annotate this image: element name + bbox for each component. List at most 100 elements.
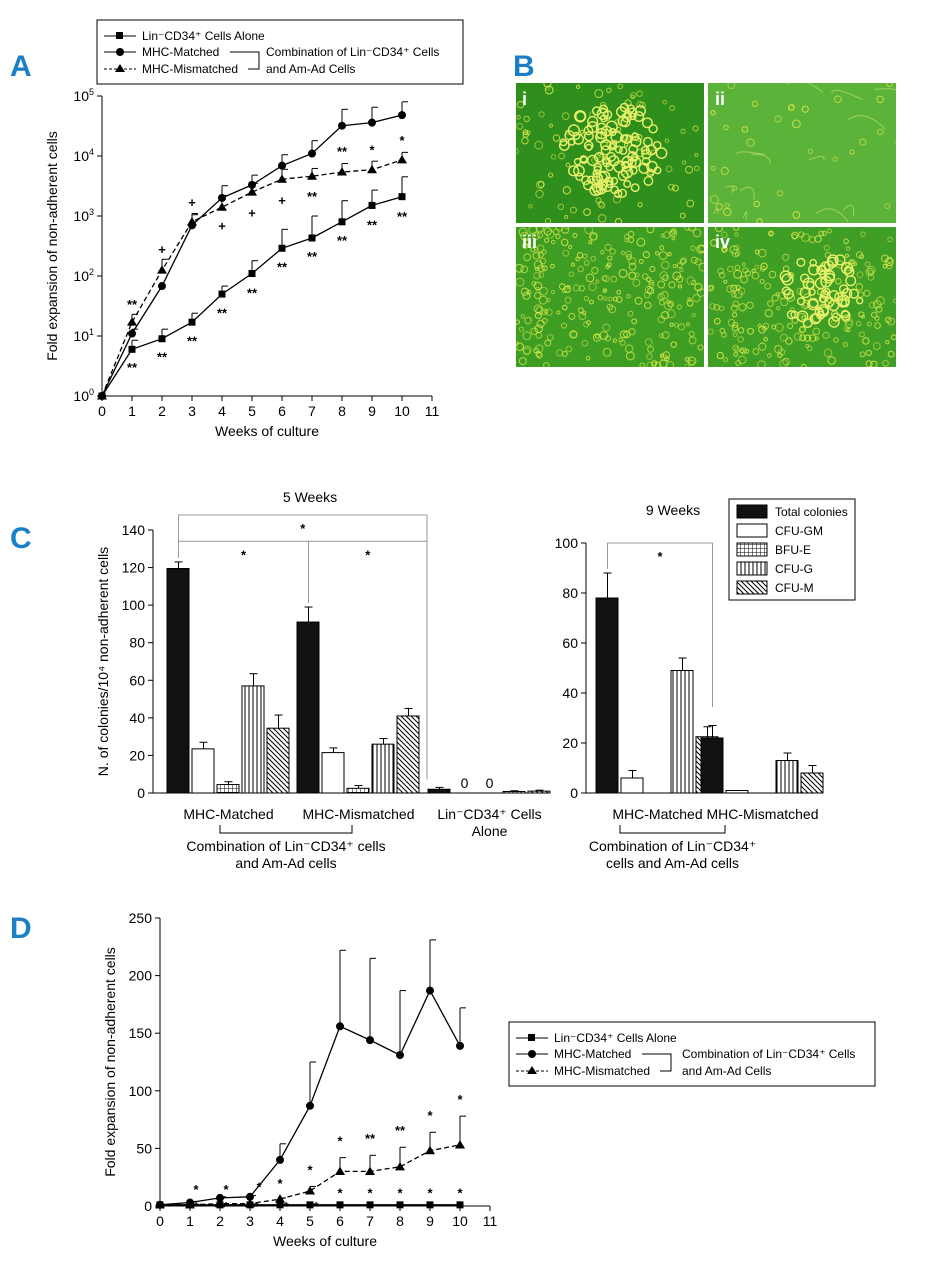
cell — [886, 262, 893, 270]
cell — [646, 227, 655, 234]
cell — [860, 231, 866, 237]
cell — [530, 327, 539, 335]
cell — [692, 228, 702, 238]
cell — [637, 202, 643, 208]
y-tick-label: 0 — [570, 785, 578, 801]
data-point — [426, 986, 434, 995]
data-point — [306, 1201, 314, 1209]
cell — [865, 360, 873, 367]
data-point — [336, 1022, 344, 1031]
cell — [620, 117, 631, 128]
fibroblast — [751, 153, 771, 164]
cell — [874, 315, 880, 321]
cell — [603, 296, 608, 301]
cell — [787, 104, 795, 111]
cell — [734, 252, 740, 257]
micrograph-label-iv: iv — [715, 232, 730, 252]
y-tick-label: 100 — [555, 535, 579, 551]
cell — [613, 160, 626, 173]
cell — [617, 83, 624, 90]
cell — [536, 319, 545, 328]
cell — [614, 145, 623, 154]
cell — [597, 294, 604, 301]
cell — [648, 281, 655, 288]
cell — [647, 345, 655, 353]
cell — [768, 270, 777, 279]
cell — [672, 271, 682, 281]
cell — [844, 319, 854, 329]
cell — [833, 337, 839, 343]
cell — [648, 279, 654, 286]
cell — [762, 322, 770, 330]
cell — [599, 101, 607, 109]
legend-swatch — [736, 542, 768, 557]
micrograph-label-iii: iii — [522, 232, 537, 252]
chart-title: 5 Weeks — [283, 489, 337, 505]
cell — [740, 275, 748, 284]
cell — [720, 166, 729, 176]
cell — [691, 279, 697, 286]
cell — [669, 322, 674, 327]
cell — [552, 134, 561, 142]
cell — [619, 339, 626, 346]
significance-mark: * — [457, 1185, 463, 1200]
data-point — [365, 1166, 375, 1175]
cell — [534, 311, 542, 319]
legend-label-alone: Lin⁻CD34⁺ Cells Alone — [142, 29, 265, 43]
group-label: MHC-Mismatched — [302, 806, 414, 822]
data-point — [246, 1192, 254, 1201]
cell — [536, 351, 543, 359]
bar — [396, 715, 420, 794]
cell — [572, 232, 578, 238]
cell — [668, 281, 676, 289]
cell — [758, 342, 767, 351]
significance-mark: ** — [307, 249, 318, 264]
cell — [537, 252, 544, 259]
cell — [730, 284, 738, 292]
combination-label: Combination of Lin⁻CD34⁺ cells — [186, 838, 385, 854]
cell — [807, 148, 814, 154]
cell — [767, 230, 774, 237]
bar — [371, 743, 395, 794]
cell — [692, 294, 701, 303]
legend-square-marker — [116, 32, 123, 39]
legend-circle-marker — [116, 48, 124, 56]
cell — [831, 312, 841, 322]
cell — [543, 362, 550, 367]
cell — [779, 333, 788, 342]
y-tick-label: 102 — [73, 267, 94, 284]
data-point — [127, 317, 137, 326]
cell — [698, 262, 704, 272]
panel-a-chart: Lin⁻CD34⁺ Cells Alone MHC-Matched MHC-Mi… — [44, 19, 464, 439]
cell — [642, 136, 653, 147]
data-point — [277, 174, 287, 183]
cell — [809, 258, 818, 267]
cell — [710, 165, 716, 171]
x-tick-label: 5 — [306, 1213, 314, 1229]
cell — [524, 316, 532, 325]
bar — [427, 788, 451, 794]
cell — [537, 180, 545, 188]
cell — [764, 309, 773, 318]
x-tick-label: 7 — [366, 1213, 374, 1229]
cell — [732, 321, 739, 329]
data-point — [185, 1199, 195, 1209]
cell — [685, 165, 693, 174]
cell — [844, 253, 850, 258]
cell — [588, 240, 593, 245]
cell — [646, 168, 655, 177]
cell — [627, 230, 635, 238]
cell — [875, 305, 883, 313]
cell — [812, 327, 820, 336]
cell — [696, 288, 704, 297]
cell — [727, 265, 734, 273]
cell — [653, 166, 662, 175]
y-tick-label: 80 — [562, 585, 578, 601]
cell — [767, 353, 772, 358]
cell — [654, 251, 660, 256]
bar — [166, 568, 190, 794]
cell — [881, 254, 889, 263]
x-tick-label: 3 — [246, 1213, 254, 1229]
cell — [684, 356, 691, 362]
cell — [600, 250, 605, 255]
